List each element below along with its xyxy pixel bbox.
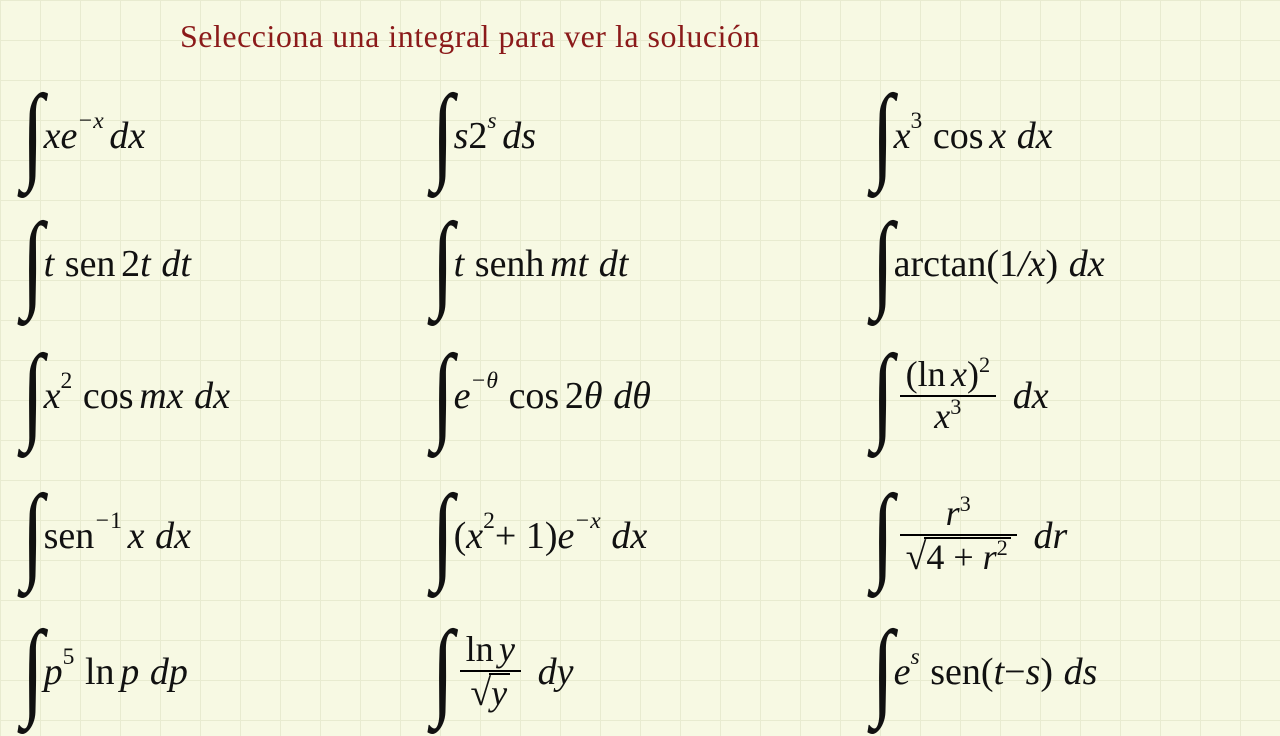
integral-tsen2t[interactable]: ∫ tsen2tdt — [10, 226, 420, 302]
integrand: essen(t − s)ds — [894, 650, 1098, 694]
integral-arctan1x[interactable]: ∫ arctan(1/x)dx — [860, 226, 1270, 302]
integral-sign-icon: ∫ — [432, 96, 454, 172]
integral-sign-icon: ∫ — [22, 224, 44, 300]
integrand: s2sds — [454, 114, 536, 158]
integral-sign-icon: ∫ — [432, 224, 454, 300]
integral-sign-icon: ∫ — [432, 356, 454, 432]
integral-seninvx[interactable]: ∫ sen−1xdx — [10, 498, 420, 574]
integrand: (lnx)2 x3 dx — [894, 355, 1049, 437]
integrand: x2cosmxdx — [44, 374, 230, 418]
integral-xe-negx[interactable]: ∫ xe−xdx — [10, 98, 420, 174]
integral-sign-icon: ∫ — [22, 496, 44, 572]
integrand: tsen2tdt — [44, 242, 191, 286]
integral-sign-icon: ∫ — [872, 356, 894, 432]
page-title: Selecciona una integral para ver la solu… — [180, 18, 760, 55]
integral-x2cosmx[interactable]: ∫ x2cosmxdx — [10, 358, 420, 434]
integral-sign-icon: ∫ — [22, 96, 44, 172]
integral-sign-icon: ∫ — [872, 496, 894, 572]
integral-tsenhmt[interactable]: ∫ tsenhmtdt — [420, 226, 860, 302]
integrand: tsenhmtdt — [454, 242, 629, 286]
integral-r3-sqrt4r2[interactable]: ∫ r3 √4 + r2 dr — [860, 494, 1270, 578]
integrand: arctan(1/x)dx — [894, 242, 1105, 286]
integral-sign-icon: ∫ — [872, 224, 894, 300]
integrand: (x2 + 1)e−xdx — [454, 514, 648, 558]
integral-enegthetacos2theta[interactable]: ∫ e−θcos2θdθ — [420, 358, 860, 434]
integrand: sen−1xdx — [44, 514, 191, 558]
integral-sign-icon: ∫ — [22, 632, 44, 708]
integral-sign-icon: ∫ — [22, 356, 44, 432]
integrand: x3cosxdx — [894, 114, 1053, 158]
integral-lnx2-x3[interactable]: ∫ (lnx)2 x3 dx — [860, 355, 1270, 437]
integral-s2s[interactable]: ∫ s2sds — [420, 98, 860, 174]
integral-es-sen-tms[interactable]: ∫ essen(t − s)ds — [860, 634, 1270, 710]
integral-lny-sqrty[interactable]: ∫ lny √y dy — [420, 630, 860, 714]
integrand: r3 √4 + r2 dr — [894, 494, 1068, 578]
integral-sign-icon: ∫ — [432, 632, 454, 708]
integral-x3cosx[interactable]: ∫ x3cosxdx — [860, 98, 1270, 174]
integrand: xe−xdx — [44, 114, 146, 158]
integral-sign-icon: ∫ — [432, 496, 454, 572]
integral-p5lnp[interactable]: ∫ p5lnpdp — [10, 634, 420, 710]
integral-x2p1enegx[interactable]: ∫ (x2 + 1)e−xdx — [420, 498, 860, 574]
integrand: e−θcos2θdθ — [454, 374, 651, 418]
integral-sign-icon: ∫ — [872, 96, 894, 172]
integral-sign-icon: ∫ — [872, 632, 894, 708]
integral-grid: ∫ xe−xdx ∫ s2sds ∫ x3cosxdx ∫ tsen2tdt ∫… — [10, 72, 1270, 736]
integrand: p5lnpdp — [44, 650, 188, 694]
integrand: lny √y dy — [454, 630, 574, 714]
